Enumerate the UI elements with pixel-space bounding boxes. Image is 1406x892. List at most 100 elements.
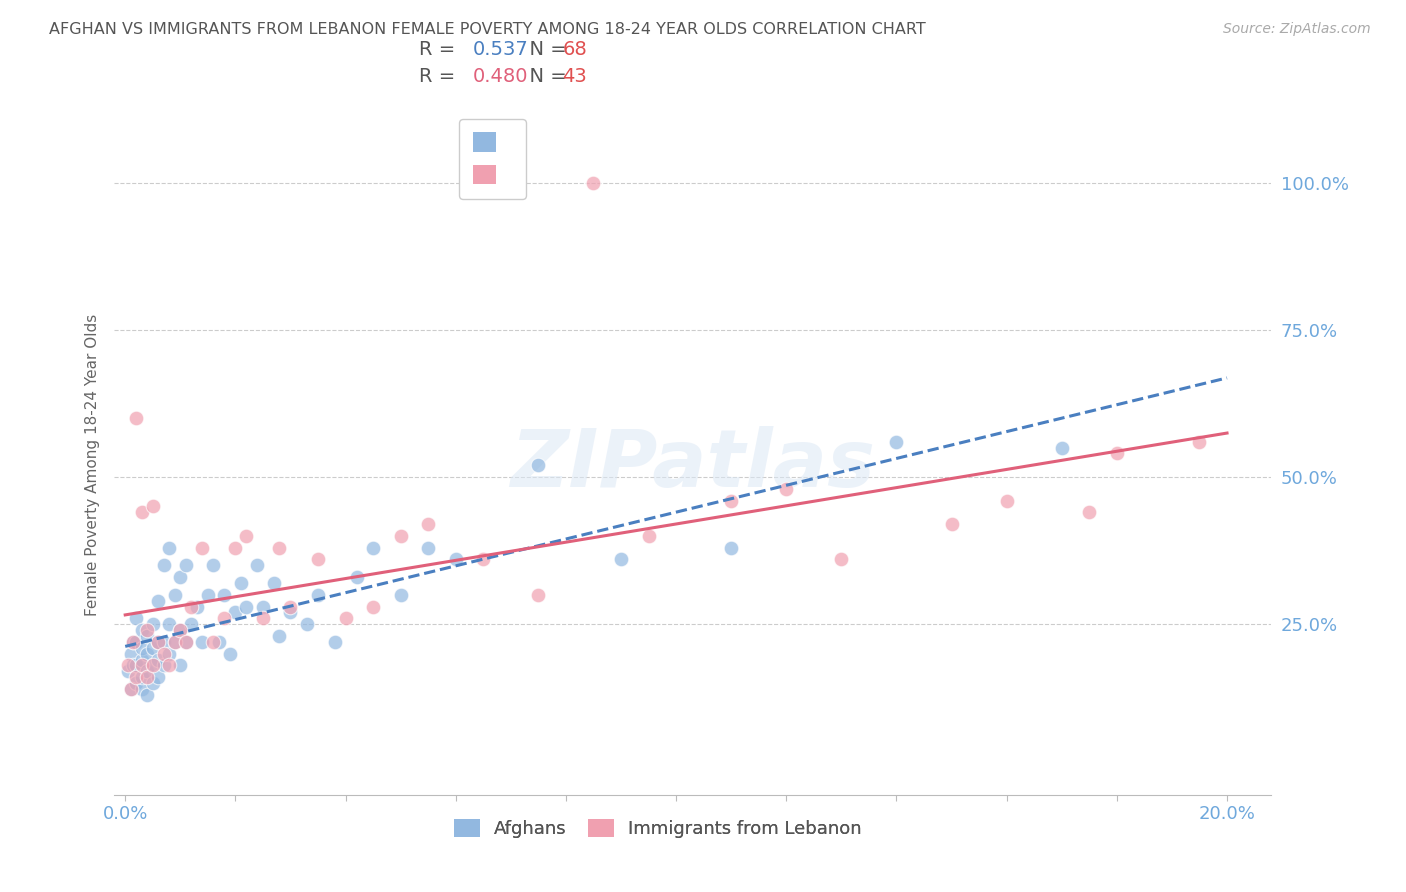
Point (148, 652, 170, 666)
Point (720, 493, 742, 508)
Point (323, 635, 346, 649)
Point (246, 558, 269, 573)
Point (252, 611, 274, 625)
Point (157, 647, 180, 661)
Point (235, 599, 257, 614)
Point (361, 541, 384, 555)
Text: ZIPatlas: ZIPatlas (510, 426, 875, 504)
Point (202, 558, 225, 573)
Point (418, 517, 440, 532)
Point (295, 617, 318, 632)
Point (224, 606, 246, 620)
Point (125, 676, 148, 690)
Point (136, 665, 159, 679)
Point (214, 611, 236, 625)
Point (117, 658, 139, 673)
Point (169, 623, 191, 637)
Point (120, 647, 142, 661)
Point (995, 493, 1018, 508)
Point (1078, 505, 1101, 519)
Point (117, 665, 139, 679)
Point (131, 640, 153, 655)
Point (163, 635, 186, 649)
Point (720, 541, 742, 555)
Point (163, 588, 186, 602)
Point (157, 541, 180, 555)
Point (174, 635, 197, 649)
Point (610, 552, 633, 566)
Text: 0.480: 0.480 (472, 67, 527, 86)
Point (122, 635, 145, 649)
Point (169, 570, 191, 584)
Point (269, 541, 291, 555)
Point (122, 635, 145, 649)
Point (136, 623, 159, 637)
Point (174, 558, 197, 573)
Point (142, 617, 165, 632)
Point (131, 681, 153, 696)
Point (335, 611, 357, 625)
Point (125, 670, 148, 684)
Point (252, 599, 274, 614)
Point (136, 629, 159, 643)
Text: AFGHAN VS IMMIGRANTS FROM LEBANON FEMALE POVERTY AMONG 18-24 YEAR OLDS CORRELATI: AFGHAN VS IMMIGRANTS FROM LEBANON FEMALE… (49, 22, 927, 37)
Point (361, 599, 384, 614)
Point (142, 658, 165, 673)
Point (346, 570, 368, 584)
Text: 43: 43 (562, 67, 588, 86)
Point (122, 658, 145, 673)
Point (142, 676, 165, 690)
Text: R =: R = (419, 40, 461, 59)
Point (214, 588, 236, 602)
Point (229, 576, 252, 591)
Point (775, 482, 797, 496)
Point (120, 681, 142, 696)
Point (637, 529, 659, 543)
Point (191, 541, 214, 555)
Point (280, 599, 302, 614)
Point (307, 552, 329, 566)
Point (148, 670, 170, 684)
Point (218, 647, 240, 661)
Point (307, 588, 329, 602)
Point (152, 658, 174, 673)
Point (142, 500, 165, 514)
Point (1188, 434, 1211, 449)
Point (163, 635, 186, 649)
Point (157, 658, 180, 673)
Point (142, 658, 165, 673)
Point (235, 529, 257, 543)
Point (389, 529, 412, 543)
Text: N =: N = (517, 40, 574, 59)
Point (136, 670, 159, 684)
Point (131, 670, 153, 684)
Point (527, 458, 550, 473)
Point (131, 623, 153, 637)
Point (125, 635, 148, 649)
Point (389, 588, 412, 602)
Point (142, 640, 165, 655)
Point (152, 647, 174, 661)
Point (169, 658, 191, 673)
Point (886, 434, 908, 449)
Point (131, 505, 153, 519)
Point (472, 552, 495, 566)
Point (269, 629, 291, 643)
Legend: Afghans, Immigrants from Lebanon: Afghans, Immigrants from Lebanon (447, 812, 869, 846)
Point (208, 635, 231, 649)
Point (148, 635, 170, 649)
Point (131, 658, 153, 673)
Point (263, 576, 285, 591)
Point (148, 593, 170, 607)
Point (197, 588, 219, 602)
Point (125, 611, 148, 625)
Point (527, 588, 550, 602)
Y-axis label: Female Poverty Among 18-24 Year Olds: Female Poverty Among 18-24 Year Olds (86, 314, 100, 616)
Point (444, 552, 467, 566)
Point (125, 658, 148, 673)
Point (830, 552, 852, 566)
Point (224, 541, 246, 555)
Point (280, 606, 302, 620)
Point (120, 681, 142, 696)
Point (152, 558, 174, 573)
